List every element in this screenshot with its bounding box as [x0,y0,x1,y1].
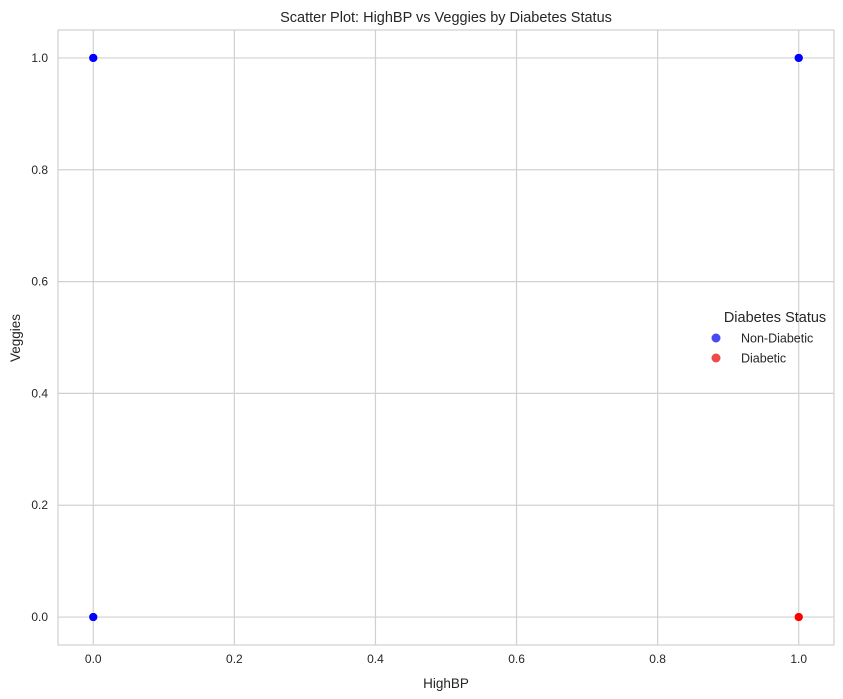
legend-label-non-diabetic: Non-Diabetic [741,332,813,346]
y-tick-label: 0.8 [31,163,48,177]
x-tick-labels: 0.0 0.2 0.4 0.6 0.8 1.0 [85,652,807,666]
x-axis-label: HighBP [423,676,469,691]
grid-lines [58,30,834,645]
data-point-diabetic [793,612,804,622]
y-tick-label: 0.2 [31,498,48,512]
y-tick-label: 0.6 [31,275,48,289]
y-tick-label: 0.4 [31,386,48,400]
legend-label-diabetic: Diabetic [741,352,786,366]
y-tick-label: 0.0 [31,610,48,624]
y-axis-label: Veggies [8,314,23,362]
data-points [88,53,804,622]
x-tick-label: 0.2 [226,652,243,666]
legend-title: Diabetes Status [724,310,826,326]
y-tick-labels: 0.0 0.2 0.4 0.6 0.8 1.0 [31,51,48,624]
data-point-non-diabetic [88,612,99,622]
y-tick-label: 1.0 [31,51,48,65]
legend-marker-non-diabetic [711,333,721,343]
data-point-non-diabetic [88,53,99,63]
x-tick-label: 0.8 [649,652,666,666]
x-tick-label: 0.0 [85,652,102,666]
chart-title: Scatter Plot: HighBP vs Veggies by Diabe… [280,10,612,26]
x-tick-label: 0.6 [508,652,525,666]
legend-marker-diabetic [711,353,721,363]
x-tick-label: 1.0 [790,652,807,666]
data-point-non-diabetic [793,53,804,63]
legend: Diabetes Status Non-Diabetic Diabetic [711,310,826,366]
plot-area-frame [57,29,835,646]
x-tick-label: 0.4 [367,652,384,666]
